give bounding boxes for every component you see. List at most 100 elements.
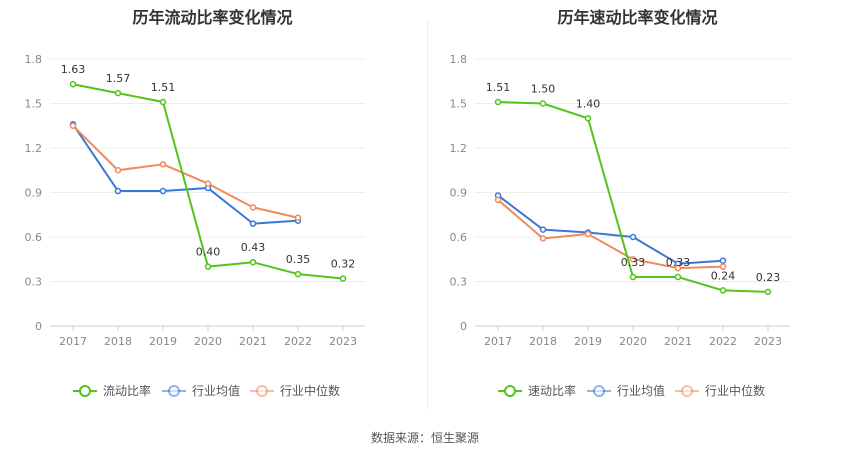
x-tick-label: 2017	[484, 335, 512, 348]
data-point[interactable]	[539, 100, 547, 107]
x-tick-label: 2018	[104, 335, 132, 348]
data-point[interactable]	[764, 288, 772, 296]
legend-item-2[interactable]: 行业中位数	[250, 383, 340, 398]
legend-item-1[interactable]: 行业均值	[587, 383, 665, 398]
x-tick-label: 2020	[619, 335, 647, 348]
series-line-1	[72, 123, 299, 225]
data-point[interactable]	[114, 89, 122, 97]
y-tick-label: 1.5	[450, 98, 468, 111]
data-point[interactable]	[249, 258, 257, 266]
y-tick-label: 0	[460, 320, 467, 333]
line-chart-quick-ratio: 0 0.3 0.6 0.9 1.2 1.5 1.8 2017 2018 2019 2020 2021 2…	[450, 53, 790, 398]
data-label: 1.40	[576, 97, 601, 110]
legend-marker-icon	[593, 385, 605, 397]
x-tick-label: 2019	[574, 335, 602, 348]
legend-item-0[interactable]: 速动比率	[498, 383, 576, 398]
x-tick-label: 2023	[329, 335, 357, 348]
data-label: 0.40	[196, 246, 221, 259]
series-line-2	[72, 125, 299, 219]
legend-label: 行业均值	[192, 383, 240, 398]
data-label: 0.33	[666, 256, 691, 269]
data-label: 0.33	[621, 256, 646, 269]
data-point[interactable]	[249, 204, 257, 211]
data-point[interactable]	[584, 115, 592, 122]
data-point[interactable]	[674, 264, 682, 272]
data-label: 1.51	[486, 81, 511, 94]
legend-label: 流动比率	[103, 383, 151, 398]
data-point[interactable]	[539, 235, 547, 242]
data-point[interactable]	[294, 270, 302, 278]
data-point[interactable]	[629, 273, 637, 281]
y-tick-label: 1.2	[25, 142, 43, 155]
data-label: 1.63	[61, 63, 86, 76]
series-line-2	[497, 199, 724, 270]
legend-item-1[interactable]: 行业均值	[162, 383, 240, 398]
line-chart-current-ratio: 0 0.3 0.6 0.9 1.2 1.5 1.8 2017 2018 2019 2020 2021 2…	[25, 53, 365, 398]
data-point[interactable]	[494, 98, 502, 106]
chart-title: 历年流动比率变化情况	[132, 8, 293, 27]
data-label: 0.43	[241, 241, 266, 254]
data-point[interactable]	[249, 220, 257, 227]
data-point[interactable]	[159, 161, 167, 168]
legend-item-2[interactable]: 行业中位数	[675, 383, 765, 398]
data-label: 0.32	[331, 258, 356, 271]
data-point[interactable]	[339, 275, 347, 282]
data-point[interactable]	[584, 230, 592, 238]
legend-marker-icon	[504, 385, 516, 397]
chart-title: 历年速动比率变化情况	[557, 8, 718, 27]
legend-marker-icon	[256, 385, 268, 397]
legend-marker-icon	[79, 385, 91, 397]
x-tick-label: 2018	[529, 335, 557, 348]
data-point[interactable]	[629, 256, 637, 263]
data-point[interactable]	[69, 80, 77, 88]
data-label: 1.51	[151, 81, 176, 94]
data-source-note: 数据来源：恒生聚源	[370, 431, 479, 445]
legend-label: 行业中位数	[280, 383, 340, 398]
data-point[interactable]	[539, 226, 547, 233]
y-tick-label: 0.9	[25, 187, 43, 200]
data-label: 1.50	[531, 83, 556, 96]
chart-panel-quick-ratio: 历年速动比率变化情况 0 0.3 0.6 0.9 1.2 1.5 1.8 2017 2018 20…	[425, 0, 850, 420]
data-point[interactable]	[159, 98, 167, 106]
data-point[interactable]	[629, 233, 637, 241]
series-line-1	[497, 194, 724, 265]
y-tick-label: 0.6	[450, 231, 468, 244]
data-point[interactable]	[159, 187, 167, 195]
legend-label: 速动比率	[528, 383, 576, 398]
legend-marker-icon	[681, 385, 693, 397]
legend-item-0[interactable]: 流动比率	[73, 383, 151, 398]
y-tick-label: 0.6	[25, 231, 43, 244]
legend-label: 行业均值	[617, 383, 665, 398]
data-label: 0.24	[711, 269, 736, 282]
data-point[interactable]	[674, 273, 682, 281]
y-tick-label: 1.5	[25, 98, 43, 111]
data-point[interactable]	[114, 187, 122, 195]
data-label: 0.23	[756, 271, 781, 284]
panel-divider	[427, 20, 428, 410]
x-tick-label: 2019	[149, 335, 177, 348]
y-tick-label: 1.8	[25, 53, 43, 66]
y-tick-label: 0.3	[25, 276, 43, 289]
x-tick-label: 2022	[709, 335, 737, 348]
y-tick-label: 0	[35, 320, 42, 333]
data-point[interactable]	[719, 257, 727, 264]
data-point[interactable]	[204, 180, 212, 187]
data-point[interactable]	[719, 263, 727, 270]
x-tick-label: 2023	[754, 335, 782, 348]
data-point[interactable]	[69, 122, 77, 129]
legend-label: 行业中位数	[705, 383, 765, 398]
data-point[interactable]	[719, 287, 727, 294]
y-tick-label: 1.8	[450, 53, 468, 66]
x-tick-label: 2017	[59, 335, 87, 348]
data-label: 0.35	[286, 253, 311, 266]
legend-marker-icon	[168, 385, 180, 397]
x-tick-label: 2022	[284, 335, 312, 348]
x-tick-label: 2021	[664, 335, 692, 348]
data-point[interactable]	[494, 196, 502, 204]
y-tick-label: 0.9	[450, 187, 468, 200]
y-tick-label: 1.2	[450, 142, 468, 155]
data-point[interactable]	[114, 167, 122, 174]
data-point[interactable]	[294, 214, 302, 221]
data-point[interactable]	[204, 263, 212, 270]
x-tick-label: 2020	[194, 335, 222, 348]
